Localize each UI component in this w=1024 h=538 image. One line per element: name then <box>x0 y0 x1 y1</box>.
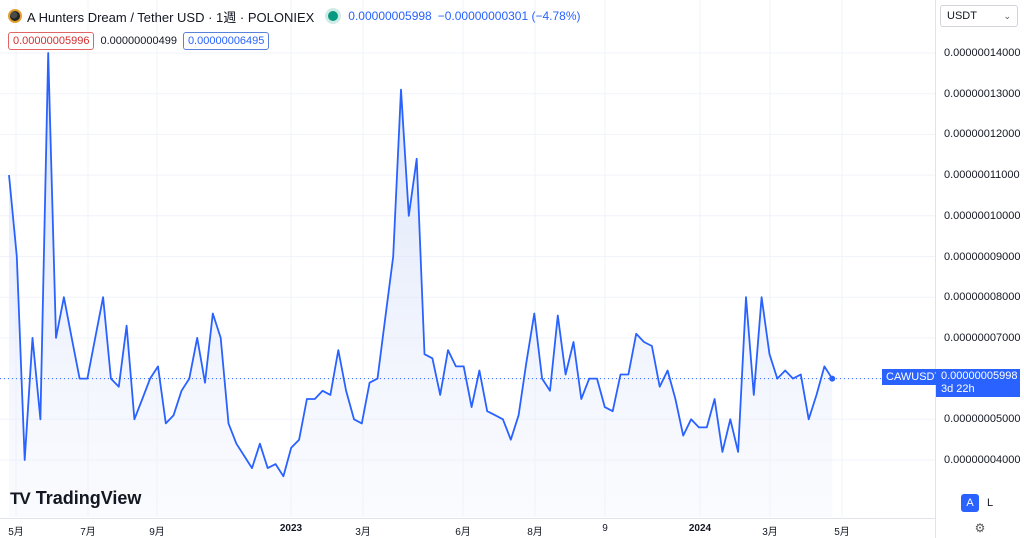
tradingview-logo-text: TradingView <box>35 488 142 508</box>
price-axis-label: 0.00000005000 <box>944 413 1021 426</box>
last-price-text: 0.00000005998 <box>348 9 432 23</box>
auto-scale-button[interactable]: A <box>961 494 979 512</box>
price-axis-label: 0.00000004000 <box>944 454 1021 466</box>
price-change-text: −0.00000000301 (−4.78%) <box>437 9 581 23</box>
time-axis[interactable]: 5月 7月 9月 2023 3月 6月 8月 9 2024 3月 5月 <box>0 518 936 538</box>
price-axis-label: 0.00000014000 <box>944 47 1021 59</box>
price-series-line <box>8 52 833 478</box>
last-price-tag: 0.00000005998 3d 22h <box>936 369 1020 397</box>
ohlc-value-box[interactable]: 0.00000005996 <box>8 32 95 50</box>
ohlc-value-text: 0.00000000499 <box>100 35 177 47</box>
ohlc-value-box[interactable]: 0.00000006495 <box>182 32 270 50</box>
price-axis-label: 0.00000011000 <box>944 169 1020 182</box>
time-axis-label: 3月 <box>355 527 371 538</box>
time-axis-label: 5月 <box>8 527 24 538</box>
currency-select-value: USDT <box>947 10 977 22</box>
price-area-fill <box>9 53 833 517</box>
symbol-price-tag: CAWUSDT <box>882 369 946 385</box>
currency-select[interactable]: USDT ⌄ <box>940 5 1018 27</box>
chevron-down-icon: ⌄ <box>1003 10 1011 21</box>
symbol-header: A Hunters Dream / Tether USD · 1週 · POLO… <box>8 6 581 26</box>
price-axis-label: 0.00000012000 <box>944 128 1021 141</box>
time-axis-label: 7月 <box>80 527 96 538</box>
log-scale-button[interactable]: L <box>986 497 994 509</box>
time-axis-label: 2024 <box>688 523 712 534</box>
price-axis-label: 0.00000010000 <box>944 209 1021 222</box>
price-axis-label: 0.00000013000 <box>944 87 1021 100</box>
tradingview-logo-icon: TV <box>10 488 31 508</box>
time-axis-label: 9月 <box>149 527 165 538</box>
time-axis-label: 6月 <box>455 527 471 538</box>
time-axis-label: 2023 <box>279 523 303 534</box>
price-axis-label: 0.00000008000 <box>944 291 1021 304</box>
price-axis[interactable]: 0.00000014000 0.00000013000 0.00000012000 0… <box>936 30 1024 510</box>
price-axis-label: 0.00000007000 <box>944 331 1021 344</box>
axis-divider <box>935 0 936 538</box>
time-axis-label: 5月 <box>834 527 850 538</box>
price-axis-label: 0.00000009000 <box>944 250 1021 263</box>
price-chart[interactable] <box>0 0 935 517</box>
last-price-point <box>829 375 836 382</box>
chart-settings-icon[interactable]: ⚙ <box>974 521 986 535</box>
last-price-tag-value: 0.00000005998 <box>941 370 1018 382</box>
tradingview-logo[interactable]: TV TradingView <box>10 488 141 509</box>
market-status-icon[interactable] <box>328 11 339 21</box>
symbol-title[interactable]: A Hunters Dream / Tether USD · 1週 · POLO… <box>27 9 315 25</box>
ohlc-values: 0.00000005996 0.00000000499 0.0000000649… <box>8 32 270 50</box>
bar-countdown: 3d 22h <box>941 383 975 395</box>
coin-logo-icon <box>8 9 22 23</box>
time-axis-label: 9 <box>602 523 608 534</box>
time-axis-label: 3月 <box>762 527 778 538</box>
time-axis-label: 8月 <box>527 527 543 538</box>
